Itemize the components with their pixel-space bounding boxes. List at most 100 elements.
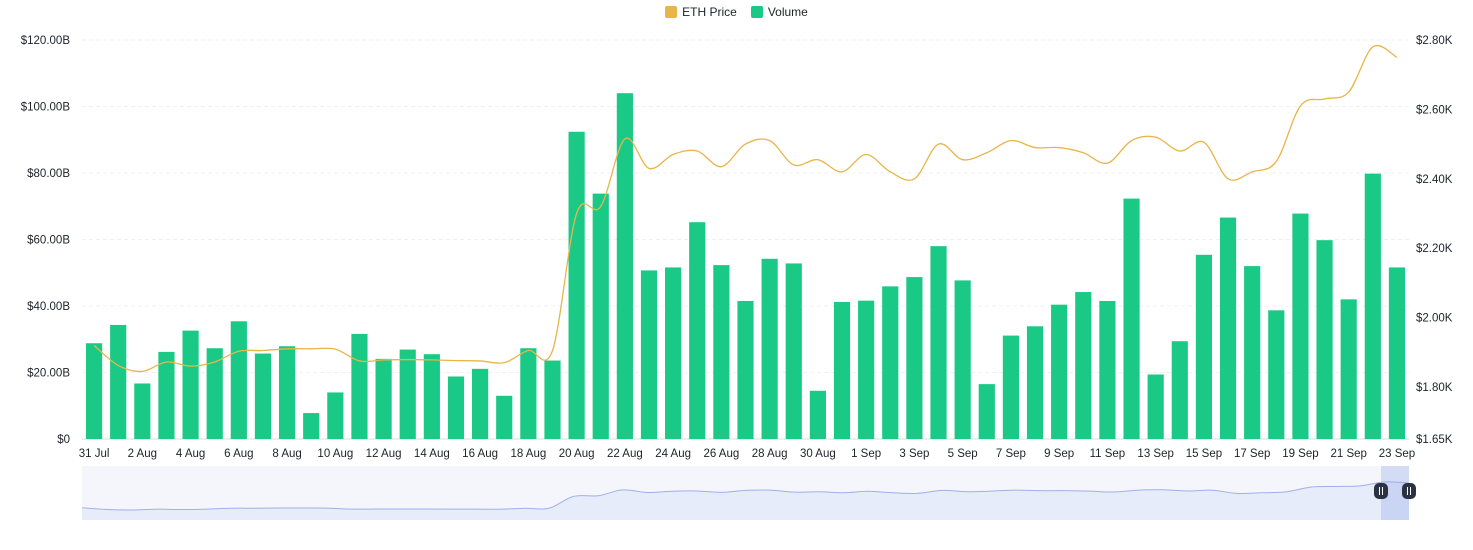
volume-bar [134,383,151,439]
navigator-line [81,481,1410,511]
x-tick-label: 18 Aug [510,448,546,460]
volume-bar [1026,326,1044,439]
x-tick-label: 20 Aug [559,448,595,460]
volume-bar [447,376,465,439]
y-right-tick-label: $1.65K [1416,434,1453,446]
legend-label-volume: Volume [767,5,808,19]
navigator-handle-right[interactable] [1402,483,1416,499]
y-left-tick-label: $40.00B [27,301,70,313]
volume-bar [954,280,971,439]
x-tick-label: 13 Sep [1137,448,1173,460]
range-navigator[interactable] [81,466,1416,520]
volume-bar [496,395,513,439]
y-left-tick-label: $80.00B [27,168,70,180]
volume-bar [1340,299,1357,439]
volume-bar [1002,335,1019,439]
x-tick-label: 11 Sep [1090,448,1126,460]
volume-bar [592,193,609,439]
volume-bar [1075,292,1092,439]
volume-bar [303,413,320,439]
axes: $0 $20.00B $40.00B $60.00B $80.00B $100.00B $1… [21,35,1453,460]
volume-bar [689,222,706,439]
legend-swatch-price [665,6,678,18]
volume-bar [423,354,440,439]
volume-bars [85,93,1406,440]
x-tick-label: 21 Sep [1330,448,1366,460]
legend-label-price: ETH Price [682,5,737,19]
volume-bar [761,258,778,439]
eth-price-line [93,45,1398,373]
volume-bar [1316,240,1333,439]
volume-bar [254,353,272,439]
volume-bar [182,330,199,439]
chart-legend: ETH Price Volume [0,5,1473,19]
volume-bar [1195,254,1213,439]
volume-bar [882,286,899,439]
x-tick-label: 4 Aug [176,448,205,460]
volume-bar [399,349,416,439]
volume-bar [206,348,223,439]
legend-item-volume[interactable]: Volume [750,5,808,19]
volume-bar [640,270,658,439]
x-tick-label: 26 Aug [703,448,739,460]
volume-bar [1268,310,1285,439]
volume-bar [616,93,633,439]
x-tick-label: 8 Aug [272,448,301,460]
handle-grip [1374,483,1388,499]
y-left-tick-label: $60.00B [27,235,70,247]
volume-bar [85,343,103,439]
volume-bar [568,131,585,439]
volume-bar [1123,198,1140,439]
y-right-tick-label: $2.80K [1416,35,1453,47]
x-tick-label: 6 Aug [224,448,253,460]
price-line-layer [93,45,1398,373]
navigator-area [82,481,1409,520]
volume-bar [1244,266,1261,439]
volume-bar [158,351,175,439]
legend-swatch-volume [750,6,763,18]
x-tick-label: 30 Aug [800,448,836,460]
x-tick-label: 1 Sep [851,448,881,460]
x-tick-label: 16 Aug [462,448,498,460]
y-left-tick-label: $20.00B [27,368,70,380]
x-tick-label: 15 Sep [1186,448,1222,460]
volume-bar [472,368,489,439]
y-right-tick-label: $2.60K [1416,104,1453,116]
x-tick-label: 7 Sep [996,448,1026,460]
volume-bar [978,384,995,439]
y-right-tick-label: $1.80K [1416,382,1453,394]
x-tick-label: 22 Aug [607,448,643,460]
y-left-tick-label: $100.00B [21,102,71,114]
x-tick-label: 28 Aug [752,448,788,460]
handle-grip [1402,483,1416,499]
x-tick-label: 19 Sep [1282,448,1318,460]
y-right-tick-label: $2.20K [1416,243,1453,255]
volume-bar [1099,301,1116,439]
x-tick-label: 14 Aug [414,448,450,460]
volume-bar [278,346,296,439]
x-tick-label: 2 Aug [128,448,157,460]
x-tick-label: 24 Aug [655,448,691,460]
volume-bar [930,246,947,439]
y-right-tick-label: $2.40K [1416,174,1453,186]
volume-bar [1388,267,1406,439]
x-tick-label: 10 Aug [317,448,353,460]
volume-bar [785,263,802,439]
volume-bar [230,321,247,439]
volume-bar [544,360,561,439]
volume-bar [351,333,368,439]
volume-bar [1147,374,1164,439]
volume-bar [737,301,754,439]
x-tick-label: 3 Sep [899,448,929,460]
volume-bar [1364,173,1381,440]
volume-bar [375,358,392,439]
x-tick-label: 23 Sep [1379,448,1415,460]
navigator-handle-left[interactable] [1374,483,1388,499]
volume-bar [1219,217,1237,439]
legend-item-eth-price[interactable]: ETH Price [665,5,737,19]
x-tick-label: 31 Jul [79,448,110,460]
volume-bar [833,302,851,439]
volume-bar [1051,304,1068,439]
x-tick-label: 5 Sep [948,448,978,460]
x-tick-label: 17 Sep [1234,448,1270,460]
